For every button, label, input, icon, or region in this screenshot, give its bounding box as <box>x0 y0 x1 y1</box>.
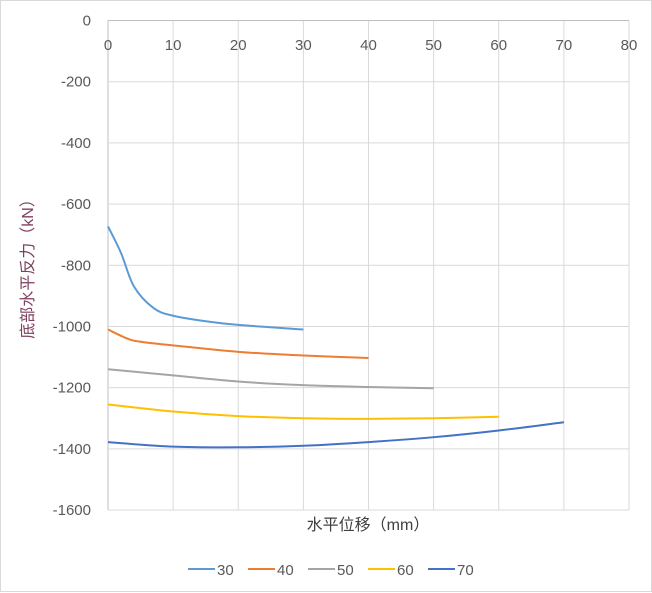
y-tick-label: -1400 <box>53 441 91 458</box>
legend-label-50: 50 <box>337 562 354 579</box>
x-tick-label: 40 <box>360 37 377 54</box>
series-line-50 <box>107 368 434 390</box>
x-tick-label: 50 <box>425 37 442 54</box>
y-tick-label: -600 <box>61 196 91 213</box>
series-line-70 <box>107 421 565 449</box>
x-tick-label: 0 <box>104 37 112 54</box>
y-tick-label: -1000 <box>53 318 91 335</box>
x-tick-label: 20 <box>230 37 247 54</box>
x-tick-label: 30 <box>295 37 312 54</box>
legend-label-70: 70 <box>457 562 474 579</box>
x-tick-label: 70 <box>556 37 573 54</box>
series-line-30 <box>107 225 304 331</box>
legend-label-60: 60 <box>397 562 414 579</box>
x-axis-title: 水平位移（mm） <box>307 516 430 534</box>
series-line-60 <box>107 403 499 420</box>
y-axis-title: 底部水平反力（kN） <box>19 191 37 339</box>
y-tick-label: -400 <box>61 135 91 152</box>
y-tick-label: -800 <box>61 257 91 274</box>
legend-label-30: 30 <box>217 562 234 579</box>
series-line-40 <box>107 328 369 359</box>
y-tick-label: -1200 <box>53 380 91 397</box>
legend-label-40: 40 <box>277 562 294 579</box>
y-tick-label: -200 <box>61 74 91 91</box>
y-tick-label: -1600 <box>53 502 91 519</box>
x-tick-label: 60 <box>490 37 507 54</box>
y-tick-label: 0 <box>83 13 91 30</box>
x-tick-label: 80 <box>621 37 638 54</box>
x-tick-label: 10 <box>165 37 182 54</box>
